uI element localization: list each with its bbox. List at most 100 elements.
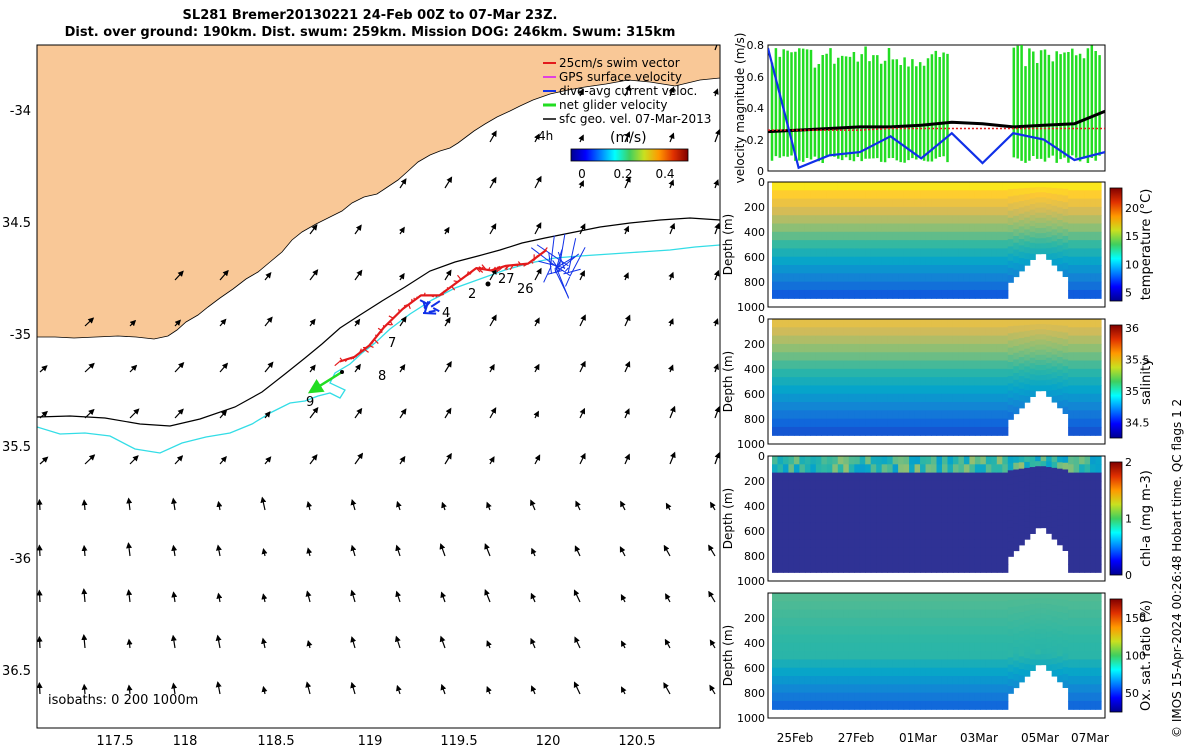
- profile-cell: [1057, 675, 1064, 683]
- profile-cell: [991, 456, 998, 465]
- profile-cell: [903, 319, 910, 328]
- profile-cell: [870, 464, 877, 474]
- profile-cell: [870, 426, 877, 436]
- surface-velocity-arrow: [714, 406, 720, 419]
- profile-cell: [1095, 402, 1102, 411]
- surface-velocity-arrow: [573, 681, 581, 695]
- profile-cell: [963, 456, 970, 465]
- profile-cell: [898, 539, 905, 548]
- profile-cell: [1007, 621, 1014, 630]
- profile-cell: [788, 659, 795, 669]
- profile-cell: [887, 368, 894, 378]
- profile-cell: [782, 593, 790, 602]
- profile-cell: [931, 402, 938, 411]
- profile-cell: [963, 377, 970, 387]
- depth-tick: 600: [744, 251, 765, 264]
- profile-cell: [821, 360, 828, 370]
- profile-cell: [925, 692, 932, 702]
- profile-cell: [1007, 260, 1014, 269]
- profile-cell: [991, 206, 998, 216]
- profile-cell: [848, 563, 855, 573]
- profile-cell: [914, 327, 921, 337]
- profile-cell: [936, 489, 943, 499]
- profile-cell: [996, 281, 1003, 291]
- profile-cell: [920, 593, 927, 602]
- profile-cell: [892, 601, 899, 611]
- surface-velocity-arrow: [489, 268, 497, 281]
- profile-cell: [793, 659, 801, 669]
- profile-cell: [810, 676, 817, 685]
- profile-cell: [782, 609, 790, 619]
- profile-cell: [859, 626, 866, 636]
- profile-cell: [843, 256, 850, 266]
- profile-cell: [1051, 319, 1058, 326]
- profile-cell: [876, 231, 883, 241]
- profile-cell: [804, 609, 811, 619]
- profile-cell: [909, 489, 916, 499]
- profile-cell: [1002, 547, 1009, 557]
- profile-cell: [947, 256, 954, 266]
- profile-cell: [793, 215, 801, 225]
- profile-cell: [870, 505, 877, 515]
- profile-cell: [772, 480, 779, 490]
- profile-cell: [1002, 464, 1009, 474]
- profile-cell: [832, 335, 839, 345]
- profile-cell: [931, 256, 938, 266]
- profile-cell: [837, 609, 844, 619]
- profile-cell: [1062, 339, 1069, 347]
- profile-cell: [1090, 281, 1097, 291]
- profile-cell: [898, 684, 905, 694]
- profile-cell: [903, 240, 910, 250]
- profile-cell: [1095, 489, 1102, 499]
- profile-cell: [837, 265, 844, 274]
- profile-cell: [1013, 680, 1020, 689]
- profile-cell: [1090, 601, 1097, 611]
- profile-cell: [881, 215, 888, 225]
- time-tick: 01Mar: [899, 731, 937, 745]
- profile-cell: [1018, 468, 1025, 476]
- profile-cell: [1079, 601, 1086, 611]
- profile-cell: [985, 539, 992, 548]
- profile-cell: [898, 182, 905, 191]
- profile-cell: [963, 190, 970, 200]
- depth-tick: 1000: [737, 712, 765, 725]
- profile-cell: [941, 692, 949, 702]
- profile-cell: [1079, 464, 1086, 474]
- profile-cell: [772, 472, 779, 482]
- profile-cell: [1073, 700, 1080, 710]
- swim-vector-tick: [469, 269, 474, 275]
- profile-cell: [876, 319, 883, 328]
- profile-cell: [903, 617, 910, 627]
- profile-cell: [985, 360, 992, 370]
- profile-cell: [909, 626, 916, 636]
- profile-cell: [799, 281, 806, 291]
- profile-cell: [909, 659, 916, 669]
- profile-cell: [909, 514, 916, 524]
- profile-cell: [1013, 366, 1020, 374]
- profile-cell: [848, 514, 855, 524]
- surface-velocity-arrow: [264, 272, 272, 281]
- profile-cell: [881, 368, 888, 378]
- profile-cell: [832, 190, 839, 200]
- profile-cell: [958, 385, 965, 395]
- profile-cell: [963, 281, 970, 291]
- profile-cell: [843, 215, 850, 225]
- profile-cell: [1002, 377, 1009, 387]
- profile-cell: [848, 472, 855, 482]
- profile-cell: [772, 676, 779, 685]
- profile-cell: [963, 402, 970, 411]
- profile-cell: [963, 555, 970, 565]
- profile-cell: [859, 700, 866, 710]
- profile-cell: [980, 642, 987, 652]
- profile-cell: [859, 289, 866, 299]
- profile-cell: [952, 215, 960, 225]
- profile-cell: [1007, 484, 1014, 493]
- profile-cell: [909, 240, 916, 250]
- profile-cell: [870, 198, 877, 208]
- profile-cell: [903, 402, 910, 411]
- profile-cell: [1079, 617, 1086, 627]
- profile-cell: [799, 667, 806, 677]
- swim-vector-tick: [504, 264, 510, 270]
- profile-cell: [1073, 319, 1080, 328]
- profile-cell: [843, 248, 850, 258]
